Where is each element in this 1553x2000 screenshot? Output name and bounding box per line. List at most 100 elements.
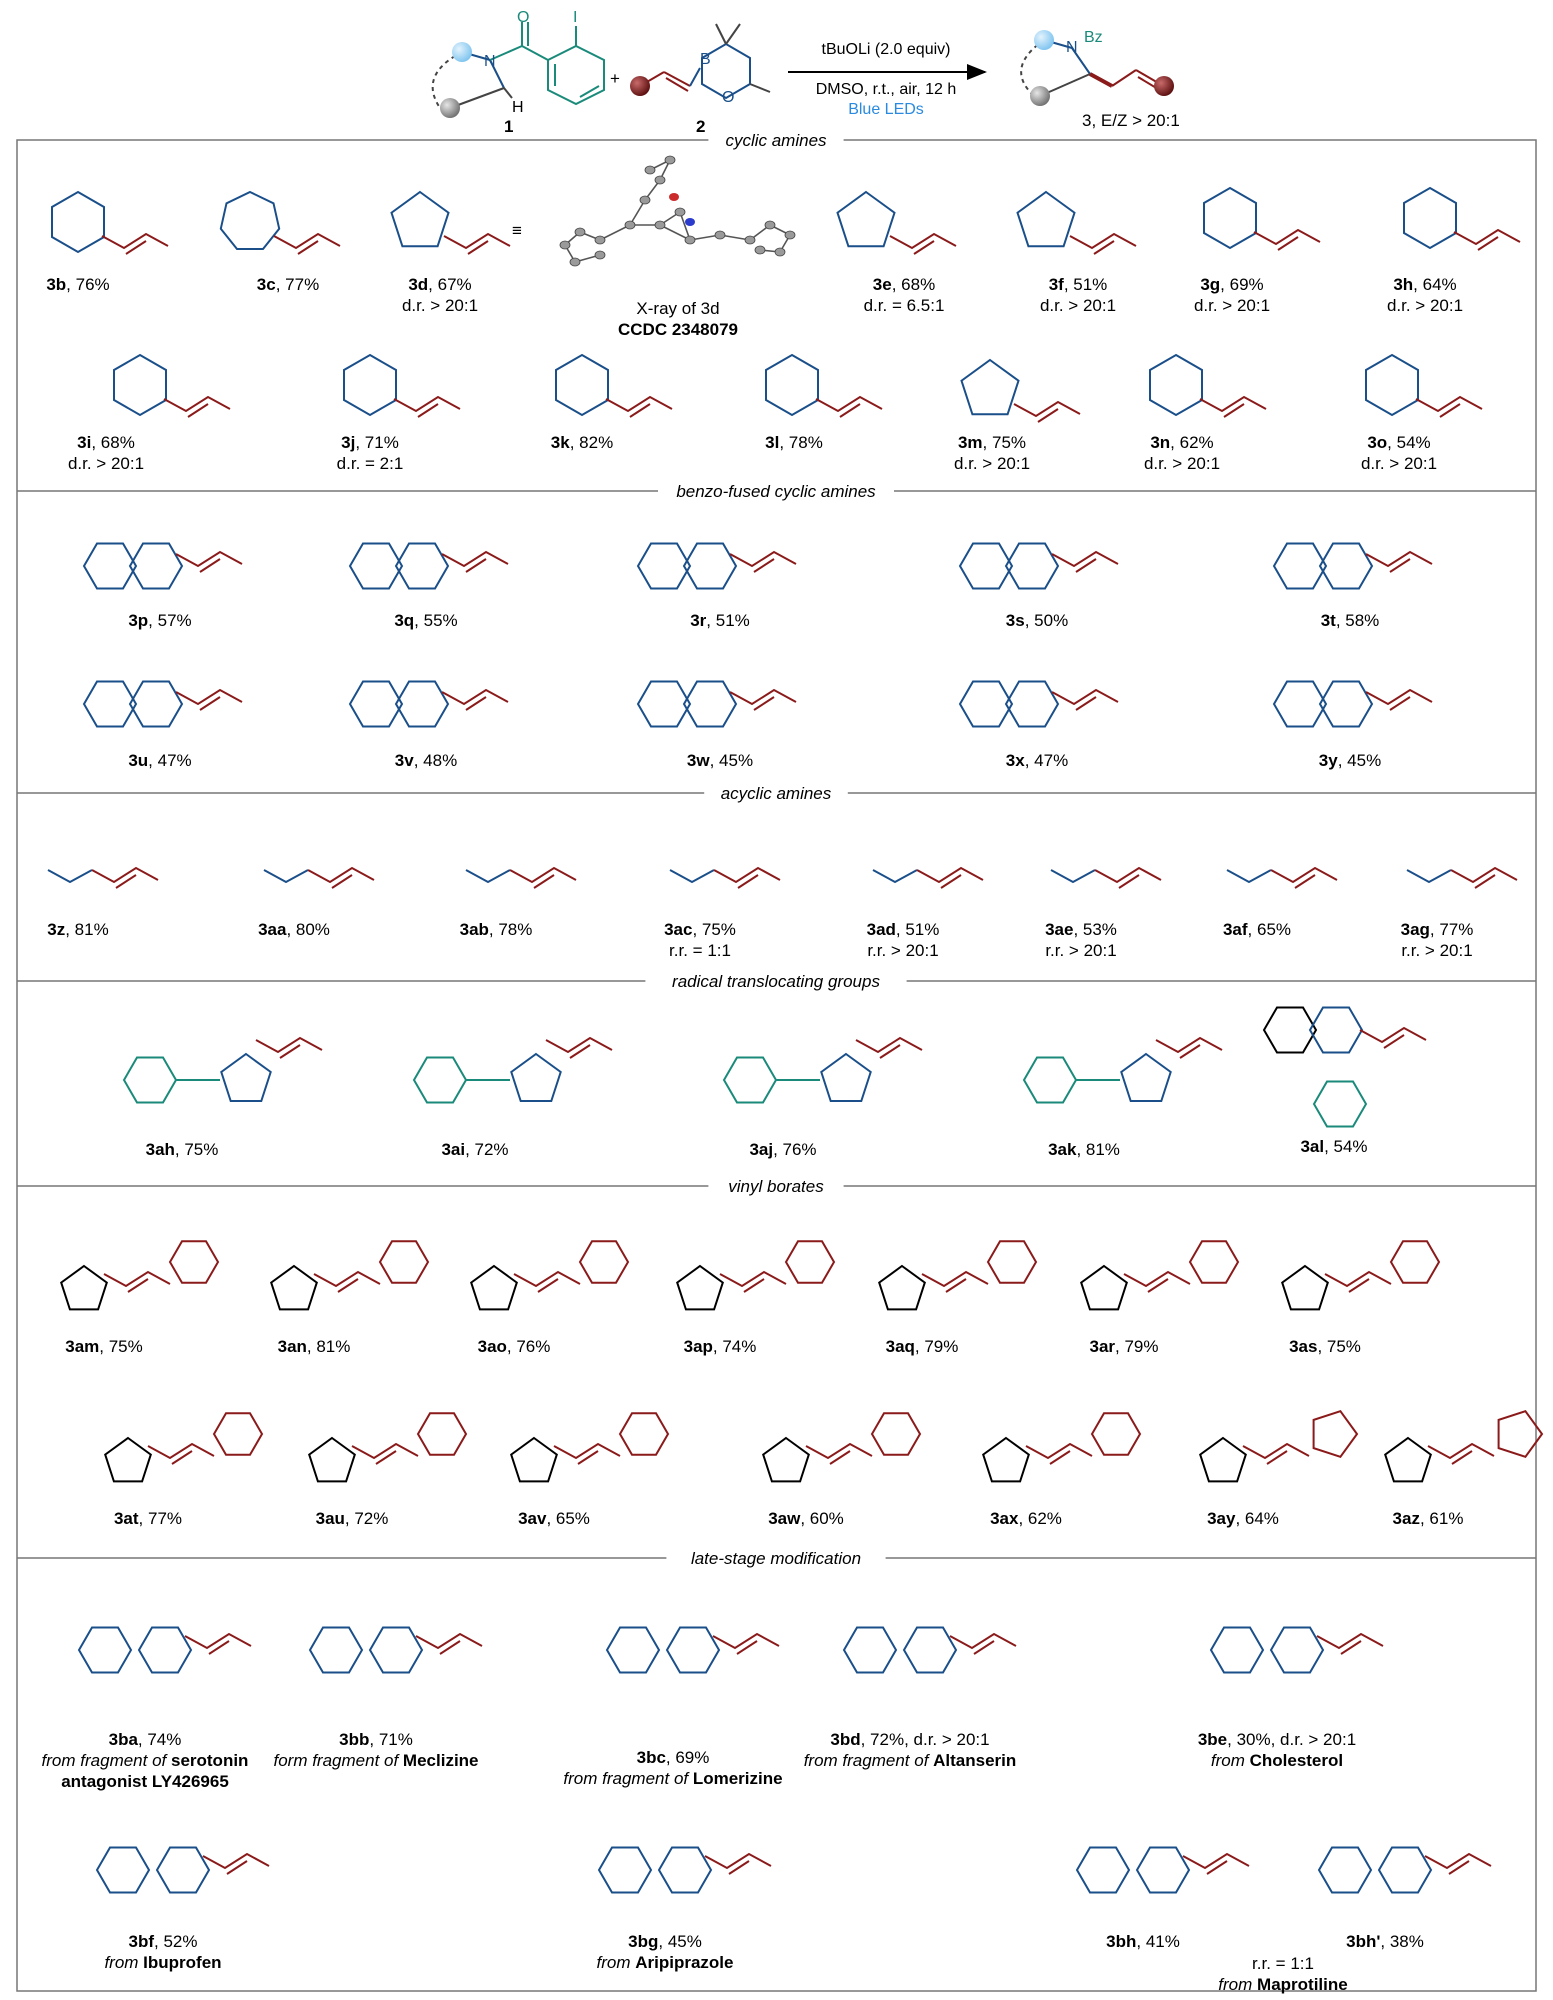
compound-label: 3m, 75% (958, 433, 1026, 452)
ring-bond (842, 1626, 898, 1674)
ring-bond (682, 680, 738, 728)
vinyl-double-bond (1277, 236, 1299, 251)
vinyl-bond (719, 1270, 787, 1288)
ring-bond (676, 1264, 724, 1311)
vinyl-double-bond (1093, 240, 1115, 255)
vinyl-double-bond (465, 558, 487, 573)
vinyl-double-bond (1474, 874, 1496, 889)
compound-label: 3bc, 69% (637, 1748, 710, 1767)
molecule-structures (47, 186, 1544, 1894)
vinyl-double-bond (1179, 1044, 1201, 1059)
vinyl-double-bond (879, 1044, 901, 1059)
ring-bond (348, 680, 404, 728)
vinyl-bond (1253, 228, 1321, 246)
vinyl-double-bond (753, 558, 775, 573)
ring-bond (636, 680, 692, 728)
ring-bond (1199, 1436, 1247, 1483)
ring-bond (270, 1264, 318, 1311)
vinyl-bond (1427, 1442, 1495, 1460)
ring-bond (219, 190, 281, 250)
compound-label: d.r. > 20:1 (1361, 454, 1437, 473)
compound-label: 3ay, 64% (1207, 1509, 1279, 1528)
compound-label: 3k, 82% (551, 433, 613, 452)
vinyl-bond (91, 866, 159, 884)
compound-label: 3j, 71% (341, 433, 399, 452)
vinyl-bond (921, 1270, 989, 1288)
vinyl-bond (1199, 395, 1267, 413)
ring-bond (95, 1846, 151, 1894)
outer-frame (16, 139, 1537, 1992)
ring-bond (1365, 353, 1419, 417)
vinyl-double-bond (1477, 236, 1499, 251)
vinyl-double-bond (743, 1278, 765, 1293)
ring-bond (1203, 186, 1257, 250)
ring-bond (1272, 542, 1328, 590)
xray-oxygen-atom (669, 193, 679, 201)
section-header: benzo-fused cyclic amines (676, 482, 876, 501)
vinyl-bond (729, 688, 797, 706)
ring-bond (722, 1056, 778, 1104)
vinyl-bond (175, 550, 243, 568)
vinyl-double-bond (569, 1044, 591, 1059)
compound-label: 3o, 54% (1367, 433, 1430, 452)
vinyl-bond (1365, 550, 1433, 568)
vinyl-double-bond (1439, 403, 1461, 418)
vinyl-bond (147, 1442, 215, 1460)
vinyl-double-bond (973, 1640, 995, 1655)
vinyl-bond (916, 866, 984, 884)
compound-label: 3az, 61% (1393, 1509, 1464, 1528)
compound-label: 3ab, 78% (460, 920, 533, 939)
ring-bond (51, 190, 105, 254)
vinyl-bond (1415, 395, 1483, 413)
ring-bond (1272, 680, 1328, 728)
vinyl-double-bond (1451, 1450, 1473, 1465)
vinyl-double-bond (1389, 696, 1411, 711)
vinyl-double-bond (331, 874, 353, 889)
vinyl-double-bond (1049, 1450, 1071, 1465)
reactant-1-structure (431, 22, 605, 118)
compound-label: 3q, 55% (394, 611, 457, 630)
vinyl-bond (513, 1270, 581, 1288)
ring-bond (220, 1052, 272, 1102)
compound-label: 3at, 77% (114, 1509, 182, 1528)
ring-bond (878, 1264, 926, 1311)
ring-bond (378, 1240, 430, 1284)
ring-bond (82, 542, 138, 590)
vinyl-bond (1013, 400, 1081, 418)
vinyl-bond (202, 1852, 270, 1870)
vinyl-double-bond (1348, 1278, 1370, 1293)
ring-bond (128, 542, 184, 590)
product-label: 3, E/Z > 20:1 (1082, 111, 1180, 130)
section-header: acyclic amines (721, 784, 832, 803)
section-dividers: cyclic amines benzo-fused cyclic amines ac… (17, 130, 1536, 1568)
compound-label: 3be, 30%, d.r. > 20:1 (1198, 1730, 1356, 1749)
ring-bond (1308, 1006, 1364, 1054)
compound-label: 3u, 47% (128, 751, 191, 770)
vinyl-bond (1270, 866, 1338, 884)
compound-label: d.r. = 6.5:1 (864, 296, 945, 315)
compound-label: 3c, 77% (257, 275, 319, 294)
vinyl-bond (1424, 1852, 1492, 1870)
vinyl-double-bond (1118, 874, 1140, 889)
compound-label: 3an, 81% (278, 1337, 351, 1356)
ring-bond (1004, 680, 1060, 728)
vinyl-bond (184, 1632, 252, 1650)
ring-bond (212, 1412, 264, 1456)
ring-bond (870, 1412, 922, 1456)
vinyl-double-bond (171, 1450, 193, 1465)
compound-label: r.r. > 20:1 (867, 941, 938, 960)
vinyl-bond (855, 1036, 923, 1054)
compound-label: 3ao, 76% (478, 1337, 551, 1356)
compound-label: antagonist LY426965 (61, 1772, 229, 1791)
vinyl-bond (103, 1270, 171, 1288)
amine-chain-bond (47, 869, 93, 884)
compound-label: d.r. = 2:1 (337, 454, 404, 473)
compound-label: 3z, 81% (47, 920, 108, 939)
compound-label: 3i, 68% (77, 433, 135, 452)
ring-bond (394, 542, 450, 590)
compound-label: 3aq, 79% (886, 1337, 959, 1356)
compound-label: 3ba, 74% (109, 1730, 182, 1749)
section-header: cyclic amines (725, 131, 827, 150)
ring-bond (1016, 190, 1076, 248)
vinyl-double-bond (736, 1640, 758, 1655)
